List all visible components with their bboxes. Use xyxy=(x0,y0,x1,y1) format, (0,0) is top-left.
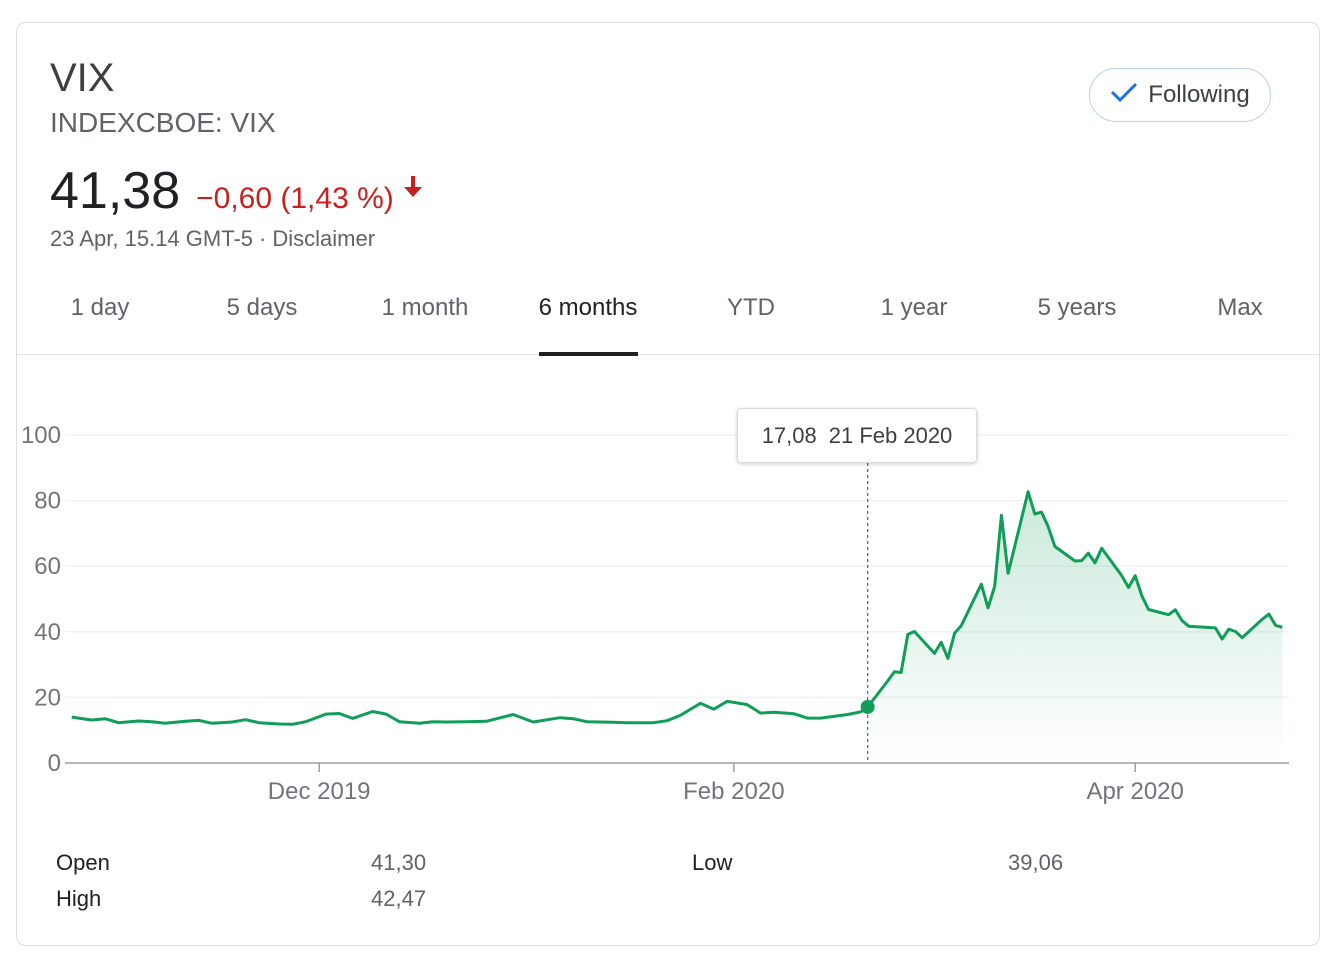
stat-open-label: Open xyxy=(56,850,110,875)
tab-6-months[interactable]: 6 months xyxy=(538,294,638,321)
y-tick-label-0: 0 xyxy=(48,750,61,777)
following-label: Following xyxy=(1148,81,1250,108)
tab-1-day[interactable]: 1 day xyxy=(70,294,130,321)
y-tick-label-60: 60 xyxy=(34,553,61,580)
y-tick-label-100: 100 xyxy=(21,422,61,449)
arrow-down-icon xyxy=(402,174,424,205)
stat-high-value: 42,47 xyxy=(371,886,427,911)
tab-max[interactable]: Max xyxy=(1217,294,1263,321)
tab-5-days[interactable]: 5 days xyxy=(226,294,298,321)
price-chart[interactable]: 0 20 40 60 80 100 Dec 2019 Feb 2020 Apr 2020 xyxy=(17,23,1319,945)
separator: · xyxy=(259,226,267,251)
ticker-symbol: INDEXCBOE: VIX xyxy=(50,107,276,138)
y-tick-label-20: 20 xyxy=(34,684,61,711)
chart-tooltip: 17,08 21 Feb 2020 xyxy=(737,408,977,463)
series-area xyxy=(867,491,1283,763)
current-price: 41,38 xyxy=(50,162,181,220)
stat-open-value: 41,30 xyxy=(371,850,427,875)
stat-low-label: Low xyxy=(692,850,733,875)
following-button[interactable]: Following xyxy=(1089,68,1271,122)
tooltip-date: 21 Feb 2020 xyxy=(828,422,953,448)
series-line xyxy=(71,490,1283,726)
active-tab-indicator xyxy=(539,352,638,356)
disclaimer-link[interactable]: Disclaimer xyxy=(272,226,376,251)
tab-5-years[interactable]: 5 years xyxy=(1037,294,1117,321)
x-tick-label-0: Dec 2019 xyxy=(268,778,371,805)
price-row: 41,38 −0,60 (1,43 %) xyxy=(50,161,424,221)
price-change: −0,60 (1,43 %) xyxy=(196,182,394,215)
tab-ytd[interactable]: YTD xyxy=(727,294,775,321)
timestamp-row: 23 Apr, 15.14 GMT-5 · Disclaimer xyxy=(50,226,375,252)
stat-high-label: High xyxy=(56,886,102,911)
y-tick-label-80: 80 xyxy=(34,488,61,515)
stock-card: VIX INDEXCBOE: VIX Following 41,38 −0,60… xyxy=(16,22,1320,946)
x-tick-label-1: Feb 2020 xyxy=(683,778,784,805)
y-tick-label-40: 40 xyxy=(34,619,61,646)
index-title: VIX xyxy=(50,56,115,100)
timestamp: 23 Apr, 15.14 GMT-5 xyxy=(50,226,254,251)
tooltip-value: 17,08 xyxy=(761,422,817,448)
tab-1-month[interactable]: 1 month xyxy=(381,294,469,321)
x-tick-label-2: Apr 2020 xyxy=(1086,778,1183,805)
highlight-point xyxy=(860,699,875,714)
stat-low-value: 39,06 xyxy=(1008,850,1064,875)
tab-1-year[interactable]: 1 year xyxy=(880,294,948,321)
range-tabs: 1 day 5 days 1 month 6 months YTD 1 year… xyxy=(17,288,1319,356)
check-icon xyxy=(1110,81,1138,110)
